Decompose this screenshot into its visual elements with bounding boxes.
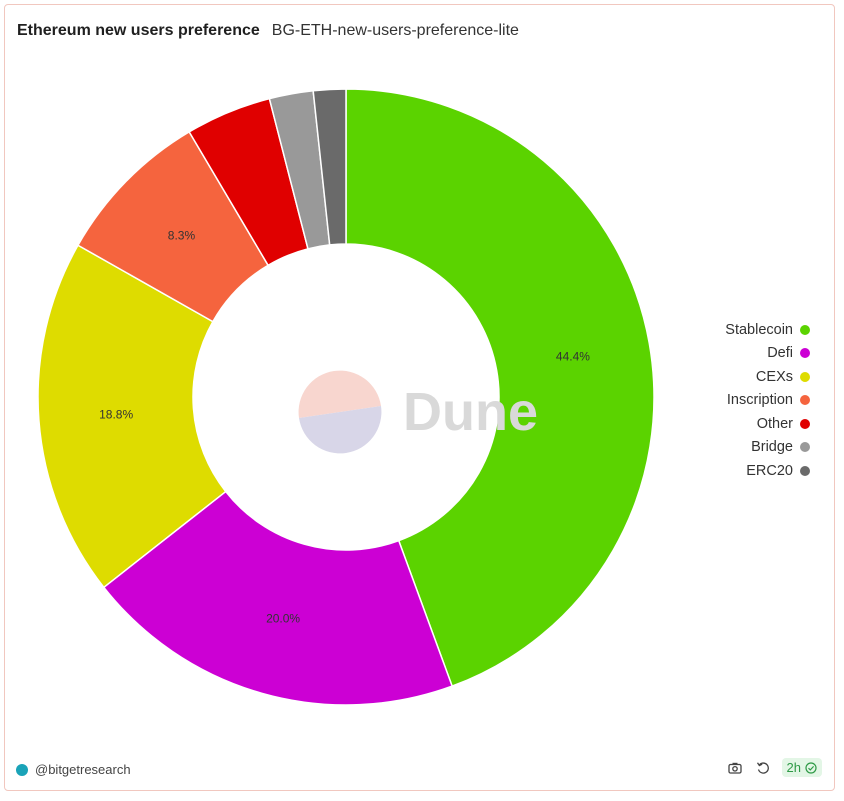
bitget-logo-icon <box>16 763 28 776</box>
legend-item-cexs[interactable]: CEXs <box>725 365 810 389</box>
chart-header: Ethereum new users preference BG-ETH-new… <box>17 22 519 40</box>
legend-label: CEXs <box>755 368 793 385</box>
legend-swatch <box>800 465 810 476</box>
legend-item-inscription[interactable]: Inscription <box>725 389 810 413</box>
slice-defi[interactable] <box>102 490 454 706</box>
legend-swatch <box>800 442 810 453</box>
author-link[interactable]: @bitgetresearch <box>16 762 131 777</box>
chart-legend: Stablecoin Defi CEXs Inscription Other Bridge… <box>725 318 810 483</box>
data-label-stablecoin: 44.4% <box>556 350 590 364</box>
legend-swatch <box>800 348 810 359</box>
legend-label: Inscription <box>726 392 793 409</box>
legend-label: Bridge <box>751 439 793 456</box>
data-label-inscription: 8.3% <box>168 229 196 243</box>
legend-item-other[interactable]: Other <box>725 412 810 436</box>
legend-swatch <box>800 324 810 335</box>
data-label-cexs: 18.8% <box>99 407 133 421</box>
slice-cexs[interactable] <box>37 244 227 589</box>
chart-title: Ethereum new users preference <box>17 22 260 39</box>
legend-swatch <box>800 395 810 406</box>
legend-label: Stablecoin <box>725 321 793 338</box>
dune-watermark-text: Dune <box>403 382 538 442</box>
legend-label: ERC20 <box>746 462 793 479</box>
author-handle[interactable]: @bitgetresearch <box>35 762 131 777</box>
query-name[interactable]: BG-ETH-new-users-preference-lite <box>271 22 519 39</box>
legend-item-bridge[interactable]: Bridge <box>725 436 810 460</box>
legend-item-defi[interactable]: Defi <box>725 342 810 366</box>
slice-erc20[interactable] <box>312 88 347 246</box>
data-label-defi: 20.0% <box>266 612 300 626</box>
footer-actions: 2h <box>726 758 822 777</box>
refresh-status-badge[interactable]: 2h <box>781 758 822 777</box>
legend-label: Other <box>756 415 793 432</box>
refresh-age: 2h <box>786 760 801 775</box>
refresh-icon[interactable] <box>754 759 772 777</box>
legend-label: Defi <box>767 345 793 362</box>
legend-swatch <box>800 371 810 382</box>
legend-item-stablecoin[interactable]: Stablecoin <box>725 318 810 342</box>
legend-swatch <box>800 418 810 429</box>
camera-icon[interactable] <box>726 759 744 777</box>
check-circle-icon <box>805 761 817 774</box>
slice-stablecoin[interactable] <box>345 88 655 688</box>
legend-item-erc20[interactable]: ERC20 <box>725 459 810 483</box>
dune-watermark-logo: Dune <box>298 370 538 454</box>
